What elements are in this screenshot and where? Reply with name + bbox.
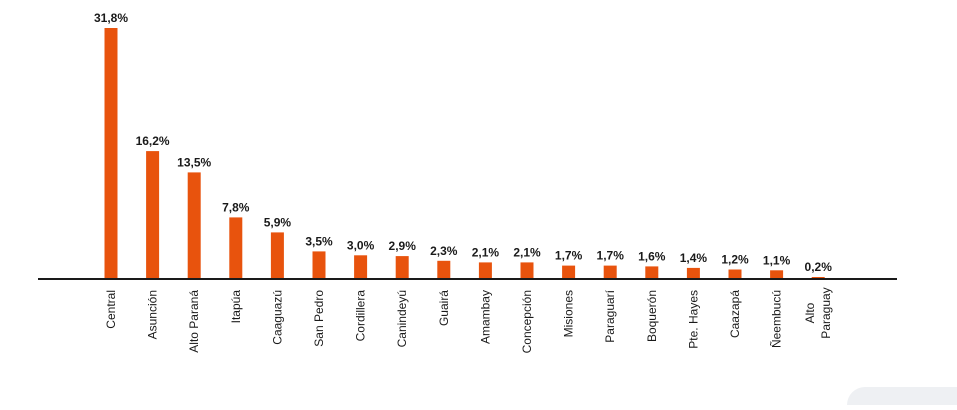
category-label-line: Alto Paraná [187, 290, 201, 353]
value-label-caazapa: 1,2% [721, 253, 749, 267]
value-label-pte-hayes: 1,4% [680, 251, 708, 265]
value-label-neembucu: 1,1% [763, 253, 791, 267]
category-label-line: Guairá [437, 290, 451, 326]
bar-itapua [229, 217, 243, 279]
category-label-line: Caazapá [728, 290, 742, 338]
value-label-guaira: 2,3% [430, 244, 458, 258]
category-label-asuncion: Asunción [146, 290, 160, 339]
category-label-itapua: Itapúa [229, 290, 243, 324]
value-labels-layer: 31,8% 16,2% 13,5% 7,8% 5,9% 3,5% 3,0% 2,9% 2,3% 2… [94, 11, 832, 274]
category-label-caazapa: Caazapá [728, 290, 742, 338]
category-label-line: Cordillera [354, 290, 368, 342]
value-label-san-pedro: 3,5% [305, 234, 333, 248]
value-label-cordillera: 3,0% [347, 238, 375, 252]
category-label-line: San Pedro [312, 290, 326, 347]
value-label-canindeyu: 2,9% [389, 239, 417, 253]
bar-alto-parana [187, 172, 201, 279]
category-label-line: Asunción [146, 290, 160, 339]
category-label-line: Central [104, 290, 118, 329]
category-label-line: Misiones [562, 290, 576, 337]
category-label-line: Pte. Hayes [686, 290, 700, 349]
category-label-line: Canindeyú [395, 290, 409, 347]
bar-amambay [478, 262, 492, 279]
value-label-itapua: 7,8% [222, 200, 250, 214]
category-label-line: Caaguazú [270, 290, 284, 345]
category-label-central: Central [104, 290, 118, 329]
bar-asuncion [146, 151, 160, 279]
bar-central [104, 28, 118, 279]
category-label-line: Concepción [520, 290, 534, 353]
value-label-central: 31,8% [94, 11, 128, 25]
category-labels-layer: Central Asunción Alto Paraná Itapúa Caaguazú… [104, 287, 833, 353]
category-label-boqueron: Boquerón [645, 290, 659, 342]
category-label-line: Ñeembucú [770, 290, 784, 348]
category-label-line: Boquerón [645, 290, 659, 342]
category-label-neembucu: Ñeembucú [770, 290, 784, 348]
bar-boqueron [645, 266, 659, 279]
category-label-misiones: Misiones [562, 290, 576, 337]
bars-layer [104, 28, 825, 279]
value-label-misiones: 1,7% [555, 249, 583, 263]
value-label-boqueron: 1,6% [638, 249, 666, 263]
bar-caaguazu [270, 232, 284, 279]
category-label-paraguari: Paraguarí [603, 289, 617, 342]
value-label-alto-paraguay: 0,2% [805, 260, 833, 274]
category-label-line: Paraguay [819, 287, 833, 338]
category-label-concepcion: Concepción [520, 290, 534, 353]
value-label-concepcion: 2,1% [513, 245, 541, 259]
category-label-line: Itapúa [229, 290, 243, 324]
category-label-line: Amambay [478, 290, 492, 344]
category-label-line: Paraguarí [603, 289, 617, 342]
category-label-alto-paraguay: Alto Paraguay [803, 287, 833, 338]
value-label-amambay: 2,1% [472, 245, 500, 259]
category-label-amambay: Amambay [478, 290, 492, 344]
bar-paraguari [603, 265, 617, 279]
bar-san-pedro [312, 251, 326, 279]
bar-pte-hayes [686, 267, 700, 279]
value-label-paraguari: 1,7% [597, 249, 625, 263]
value-label-alto-parana: 13,5% [177, 155, 211, 169]
value-label-asuncion: 16,2% [136, 134, 170, 148]
bar-neembucu [770, 270, 784, 279]
category-label-san-pedro: San Pedro [312, 290, 326, 347]
category-label-guaira: Guairá [437, 290, 451, 326]
bar-canindeyu [395, 256, 409, 279]
bar-concepcion [520, 262, 534, 279]
corner-decoration [847, 387, 957, 405]
bar-cordillera [354, 255, 368, 279]
bar-misiones [562, 265, 576, 279]
bar-guaira [437, 260, 451, 279]
category-label-line: Alto [803, 302, 817, 323]
bar-caazapa [728, 269, 742, 279]
category-label-caaguazu: Caaguazú [270, 290, 284, 345]
category-label-alto-parana: Alto Paraná [187, 290, 201, 353]
category-label-canindeyu: Canindeyú [395, 290, 409, 347]
value-label-caaguazu: 5,9% [264, 215, 292, 229]
category-label-cordillera: Cordillera [354, 290, 368, 342]
category-label-pte-hayes: Pte. Hayes [686, 290, 700, 349]
